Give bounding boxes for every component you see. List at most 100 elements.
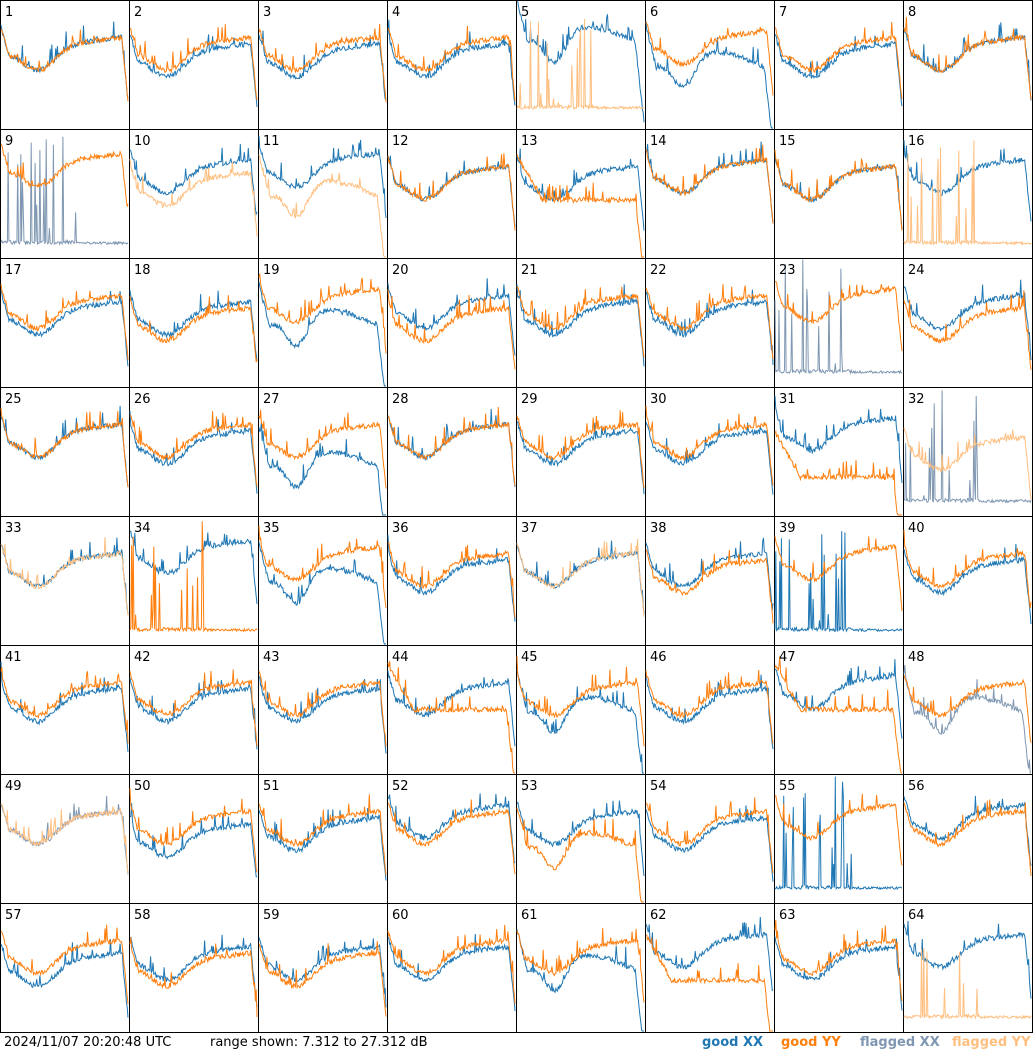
- series-yy-63: [774, 919, 903, 1001]
- panel-52: 52: [387, 774, 517, 904]
- series-yy-31: [774, 429, 902, 516]
- panel-number: 9: [5, 134, 13, 149]
- series-xx-21: [516, 284, 645, 367]
- series-xx-7: [774, 33, 903, 107]
- panel-26: 26: [129, 387, 259, 517]
- panel-frame: [516, 258, 646, 388]
- series-yy-9: [0, 143, 129, 207]
- panel-23: 23: [774, 258, 904, 388]
- series-xx-64: [903, 920, 1032, 999]
- panel-number: 51: [263, 779, 280, 794]
- panel-56: 56: [903, 774, 1033, 904]
- panel-frame: [774, 0, 904, 130]
- panel-frame: [129, 258, 259, 388]
- panel-number: 52: [392, 779, 409, 794]
- panel-number: 46: [650, 650, 667, 665]
- panel-31: 31: [774, 387, 904, 517]
- panel-45: 45: [516, 645, 646, 775]
- series-xx-48: [903, 664, 1031, 774]
- series-xx-36: [387, 535, 516, 622]
- panel-frame: [0, 903, 130, 1033]
- series-yy-25: [0, 408, 129, 488]
- panel-number: 43: [263, 650, 280, 665]
- panel-64: 64: [903, 903, 1033, 1033]
- panel-number: 12: [392, 134, 409, 149]
- series-yy-19: [258, 273, 387, 354]
- series-yy-17: [0, 283, 129, 361]
- series-yy-45: [516, 656, 645, 747]
- series-xx-40: [903, 543, 1032, 625]
- series-xx-53: [516, 800, 645, 876]
- series-xx-6: [645, 20, 773, 129]
- panel-number: 41: [5, 650, 22, 665]
- series-xx-60: [387, 933, 516, 1012]
- panel-frame: [0, 774, 130, 904]
- panel-20: 20: [387, 258, 517, 388]
- panel-frame: [387, 516, 517, 646]
- panel-number: 8: [908, 5, 916, 20]
- legend-good-yy: good YY: [781, 1035, 841, 1050]
- panel-number: 18: [134, 263, 151, 278]
- series-yy-23: [774, 280, 903, 352]
- panel-17: 17: [0, 258, 130, 388]
- panel-number: 6: [650, 5, 658, 20]
- panel-number: 35: [263, 521, 280, 536]
- series-xx-4: [387, 19, 516, 106]
- panel-41: 41: [0, 645, 130, 775]
- panel-8: 8: [903, 0, 1033, 130]
- series-yy-44: [387, 661, 515, 774]
- panel-number: 24: [908, 263, 925, 278]
- series-xx-10: [129, 143, 258, 216]
- panel-number: 44: [392, 650, 409, 665]
- panel-number: 11: [263, 134, 280, 149]
- panel-14: 14: [645, 129, 775, 259]
- panel-number: 3: [263, 5, 271, 20]
- series-xx-18: [129, 290, 258, 362]
- panel-13: 13: [516, 129, 646, 259]
- timestamp: 2024/11/07 20:20:48 UTC: [4, 1035, 172, 1050]
- panel-60: 60: [387, 903, 517, 1033]
- panel-42: 42: [129, 645, 259, 775]
- panel-number: 28: [392, 392, 409, 407]
- panel-number: 26: [134, 392, 151, 407]
- series-xx-34: [129, 530, 258, 604]
- series-xx-9: [0, 136, 129, 246]
- series-xx-24: [903, 279, 1032, 361]
- panel-number: 27: [263, 392, 280, 407]
- panel-59: 59: [258, 903, 388, 1033]
- series-xx-31: [774, 395, 903, 484]
- panel-frame: [258, 258, 388, 388]
- series-yy-42: [129, 669, 258, 747]
- panel-21: 21: [516, 258, 646, 388]
- panel-number: 19: [263, 263, 280, 278]
- panel-number: 13: [521, 134, 538, 149]
- series-yy-49: [0, 803, 129, 874]
- panel-number: 40: [908, 521, 925, 536]
- panel-3: 3: [258, 0, 388, 130]
- panel-29: 29: [516, 387, 646, 517]
- panel-6: 6: [645, 0, 775, 130]
- series-yy-6: [645, 21, 774, 96]
- panel-number: 29: [521, 392, 538, 407]
- series-xx-55: [774, 776, 903, 891]
- panel-19: 19: [258, 258, 388, 388]
- series-yy-4: [387, 25, 516, 102]
- series-yy-7: [774, 21, 903, 100]
- series-xx-26: [129, 410, 258, 494]
- series-yy-62: [645, 934, 773, 1032]
- series-yy-47: [774, 656, 902, 774]
- series-yy-61: [516, 927, 645, 1003]
- panel-58: 58: [129, 903, 259, 1033]
- panel-7: 7: [774, 0, 904, 130]
- panel-frame: [516, 903, 646, 1033]
- series-yy-22: [645, 284, 774, 359]
- series-yy-28: [387, 406, 516, 487]
- panel-frame: [258, 0, 388, 130]
- panel-frame: [516, 387, 646, 517]
- panel-33: 33: [0, 516, 130, 646]
- series-xx-57: [0, 939, 129, 1018]
- panel-number: 56: [908, 779, 925, 794]
- panel-number: 1: [5, 5, 13, 20]
- panel-number: 36: [392, 521, 409, 536]
- panel-37: 37: [516, 516, 646, 646]
